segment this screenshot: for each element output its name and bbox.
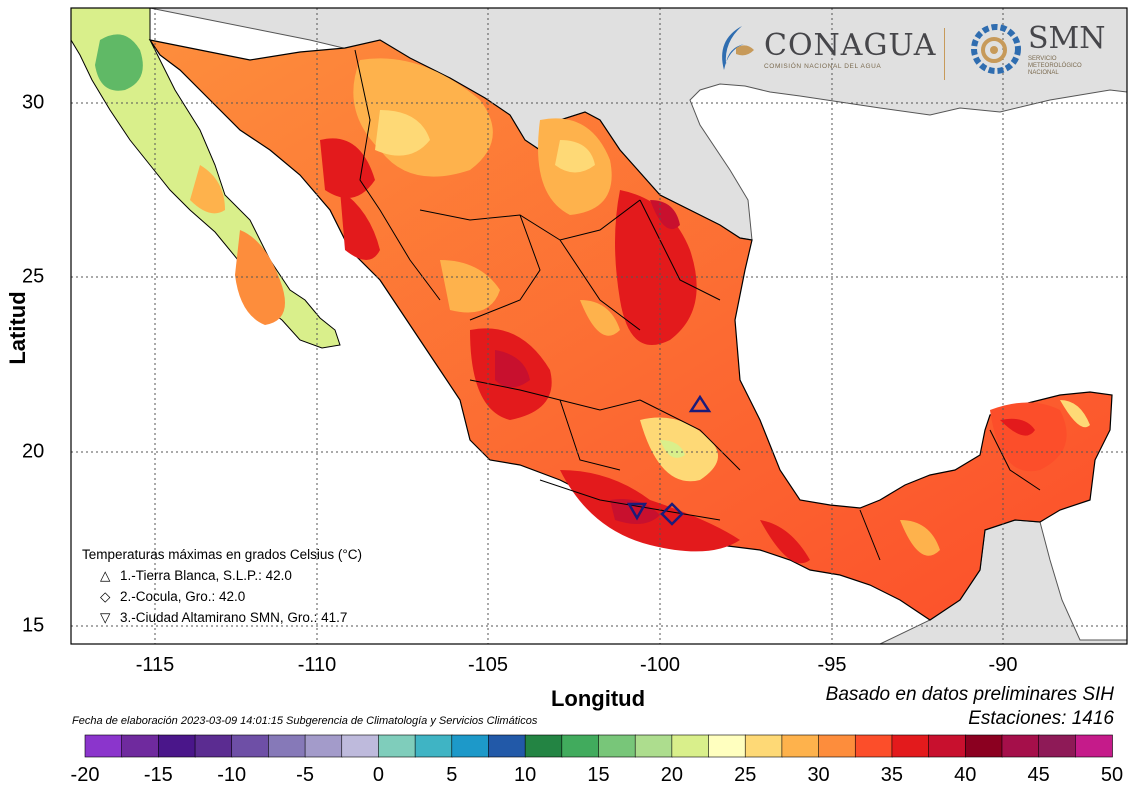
marker-ciudad-altamirano [626,502,648,521]
diamond-icon: ◇ [100,589,111,604]
colorbar-swatch [1001,734,1040,758]
conagua-logo: CONAGUA COMISIÓN NACIONAL DEL AGUA [712,20,936,78]
colorbar-swatch [194,734,233,758]
colorbar-label: 35 [880,764,904,786]
stations-count: Estaciones: 1416 [968,708,1114,729]
colorbar-swatch [1075,734,1113,758]
colorbar-swatch [488,734,526,758]
x-axis-title: Longitud [550,686,646,711]
legend-item: ▽ 3.-Ciudad Altamirano SMN, Gro.: 41.7 [82,607,362,628]
x-tick-label: -95 [817,654,847,676]
colorbar-swatch [524,734,563,758]
conagua-emblem-icon [722,26,754,70]
colorbar-swatch [451,734,490,758]
logo-divider [944,28,945,80]
colorbar-swatch [634,734,673,758]
colorbar-swatch [781,734,820,758]
colorbar-label: -5 [296,764,314,786]
colorbar-label: -10 [217,764,247,786]
conagua-name: CONAGUA [764,28,937,63]
y-tick-label: 15 [22,614,45,637]
x-tick-label: -110 [297,654,337,676]
colorbar-label: 50 [1100,764,1124,786]
smn-subtitle-3: NACIONAL [1028,70,1059,76]
colorbar-swatch [708,734,747,758]
colorbar-swatch [854,734,893,758]
colorbar-swatch [891,734,930,758]
baja-green-cell [95,34,143,91]
colorbar-label: 0 [372,764,384,786]
plot-frame [70,7,1128,645]
triangle-up-icon: △ [100,568,111,583]
colorbar-swatch [231,734,270,758]
colorbar-label: 40 [954,764,977,786]
y-axis-title: Latitud [5,291,30,365]
x-tick-label: -90 [988,654,1018,676]
legend-item: ◇ 2.-Cocula, Gro.: 42.0 [82,586,362,607]
legend-item-text: 1.-Tierra Blanca, S.L.P.: 42.0 [120,568,292,583]
x-tick-label: -105 [467,654,509,676]
legend-item-text: 2.-Cocula, Gro.: 42.0 [120,589,246,604]
colorbar-label: 45 [1027,764,1050,786]
legend-item-text: 3.-Ciudad Altamirano SMN, Gro.: 41.7 [120,610,348,625]
y-tick-label: 30 [22,91,45,114]
colorbar-swatch [964,734,1003,758]
legend-title: Temperaturas máximas en grados Celsius (… [82,547,362,562]
colorbar-swatch [598,734,636,758]
marker-tierra-blanca [688,394,712,413]
data-source-note: Basado en datos preliminares SIH [825,684,1114,705]
colorbar-label: 20 [660,764,683,786]
elaboration-footer: Fecha de elaboración 2023-03-09 14:01:15… [72,715,538,727]
marker-cocula [660,502,684,526]
smn-emblem-icon [971,24,1021,74]
colorbar-swatch [304,734,343,758]
colorbar-swatch [671,734,710,758]
baja-yellow-cell [190,165,225,214]
smn-subtitle-1: SERVICIO [1028,56,1057,62]
colorbar-swatch [341,734,380,758]
colorbar-swatch [158,734,196,758]
colorbar-swatch [1038,734,1077,758]
colorbar-label: 10 [514,764,537,786]
colorbar-swatch [818,734,857,758]
gridlines [71,8,1127,644]
temperature-patches [320,58,1090,564]
colorbar [84,734,1113,758]
station-legend: Temperaturas máximas en grados Celsius (… [82,544,362,628]
colorbar-label: 5 [446,764,458,786]
y-tick-label: 25 [22,265,45,288]
smn-logo: SMN SERVICIO METEOROLÓGICO NACIONAL [968,20,1106,78]
colorbar-swatch [121,734,160,758]
baja-warm-cell [235,230,285,325]
colorbar-label: 30 [807,764,830,786]
station-markers [626,394,712,526]
colorbar-label: -20 [70,764,100,786]
colorbar-swatch [561,734,600,758]
triangle-down-icon: ▽ [100,610,111,625]
colorbar-swatch [928,734,967,758]
colorbar-label: 25 [734,764,757,786]
y-tick-label: 20 [22,440,45,463]
smn-subtitle-2: METEOROLÓGICO [1028,63,1082,69]
colorbar-swatch [744,734,783,758]
conagua-subtitle: COMISIÓN NACIONAL DEL AGUA [764,63,882,70]
smn-name: SMN [1028,21,1106,56]
colorbar-label: 15 [587,764,610,786]
x-tick-label: -115 [135,654,175,676]
legend-item: △ 1.-Tierra Blanca, S.L.P.: 42.0 [82,565,362,586]
colorbar-label: -15 [143,764,173,786]
x-tick-label: -100 [639,654,681,676]
colorbar-swatch [84,734,123,758]
colorbar-swatch [268,734,306,758]
colorbar-swatch [414,734,453,758]
colorbar-swatch [378,734,416,758]
